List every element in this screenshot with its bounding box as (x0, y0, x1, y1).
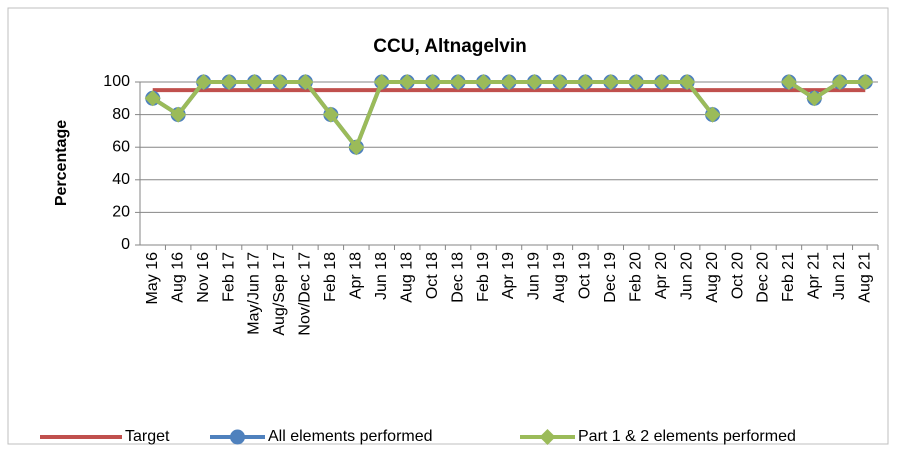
x-tick-label: Feb 18 (322, 252, 339, 302)
x-tick-label: Feb 17 (220, 252, 237, 302)
data-point (399, 74, 416, 90)
legend-marker (230, 429, 245, 445)
data-point (450, 74, 467, 90)
chart-title: CCU, Altnagelvin (373, 36, 526, 57)
x-tick-label: Feb 21 (780, 252, 797, 302)
data-point (246, 74, 263, 90)
data-point (653, 74, 670, 90)
legend-label: All elements performed (268, 428, 433, 445)
data-point (679, 74, 696, 90)
data-point (221, 74, 238, 90)
x-tick-label: Dec 18 (449, 252, 466, 303)
data-point (806, 90, 823, 107)
x-tick-label: Oct 20 (729, 252, 746, 299)
x-tick-label: Jun 21 (831, 252, 848, 300)
data-point (144, 90, 161, 107)
x-tick-label: Jun 19 (526, 252, 543, 300)
y-tick-label: 80 (112, 106, 130, 123)
data-point (322, 106, 339, 123)
data-point (526, 74, 543, 90)
data-point (628, 74, 645, 90)
data-point (704, 106, 721, 123)
x-tick-label: Apr 20 (653, 252, 670, 299)
y-axis-title: Percentage (53, 120, 70, 206)
x-tick-label: May/Jun 17 (246, 252, 263, 335)
x-tick-label: Aug/Sep 17 (271, 252, 288, 336)
x-tick-label: Feb 20 (627, 252, 644, 302)
x-tick-label: Aug 20 (704, 252, 721, 303)
x-tick-label: Jun 18 (373, 252, 390, 300)
x-tick-label: Aug 16 (169, 252, 186, 303)
legend-label: Part 1 & 2 elements performed (578, 428, 796, 445)
data-point (373, 74, 390, 90)
x-tick-label: Apr 21 (806, 252, 823, 299)
data-point (780, 74, 797, 90)
data-point (857, 74, 874, 90)
x-tick-label: Jun 20 (678, 252, 695, 300)
legend-label: Target (125, 428, 170, 445)
data-point (170, 106, 187, 123)
data-point (551, 74, 568, 90)
x-tick-label: Aug 18 (398, 252, 415, 303)
data-point (424, 74, 441, 90)
data-point (475, 74, 492, 90)
x-tick-label: Aug 21 (856, 252, 873, 303)
data-point (348, 139, 365, 156)
x-tick-label: Apr 18 (348, 252, 365, 299)
x-tick-label: Feb 19 (475, 252, 492, 302)
x-tick-label: Nov/Dec 17 (297, 252, 314, 336)
data-point (831, 74, 848, 90)
data-point (297, 74, 314, 90)
x-tick-label: Nov 16 (195, 252, 212, 303)
x-tick-label: Oct 19 (577, 252, 594, 299)
y-tick-label: 40 (112, 171, 130, 188)
x-tick-label: Oct 18 (424, 252, 441, 299)
data-point (501, 74, 517, 90)
x-tick-label: Apr 19 (500, 252, 517, 299)
x-tick-label: Dec 20 (755, 252, 772, 303)
x-tick-label: Dec 19 (602, 252, 619, 303)
x-tick-label: May 16 (144, 252, 161, 305)
y-tick-label: 100 (103, 73, 130, 90)
legend-marker (539, 429, 556, 445)
series-line (787, 80, 866, 101)
y-tick-label: 60 (112, 138, 130, 155)
data-point (195, 74, 212, 90)
data-point (602, 74, 619, 90)
y-tick-label: 0 (121, 236, 130, 253)
data-point (577, 74, 594, 90)
data-point (271, 74, 288, 90)
y-tick-label: 20 (112, 204, 130, 221)
x-tick-label: Aug 19 (551, 252, 568, 303)
